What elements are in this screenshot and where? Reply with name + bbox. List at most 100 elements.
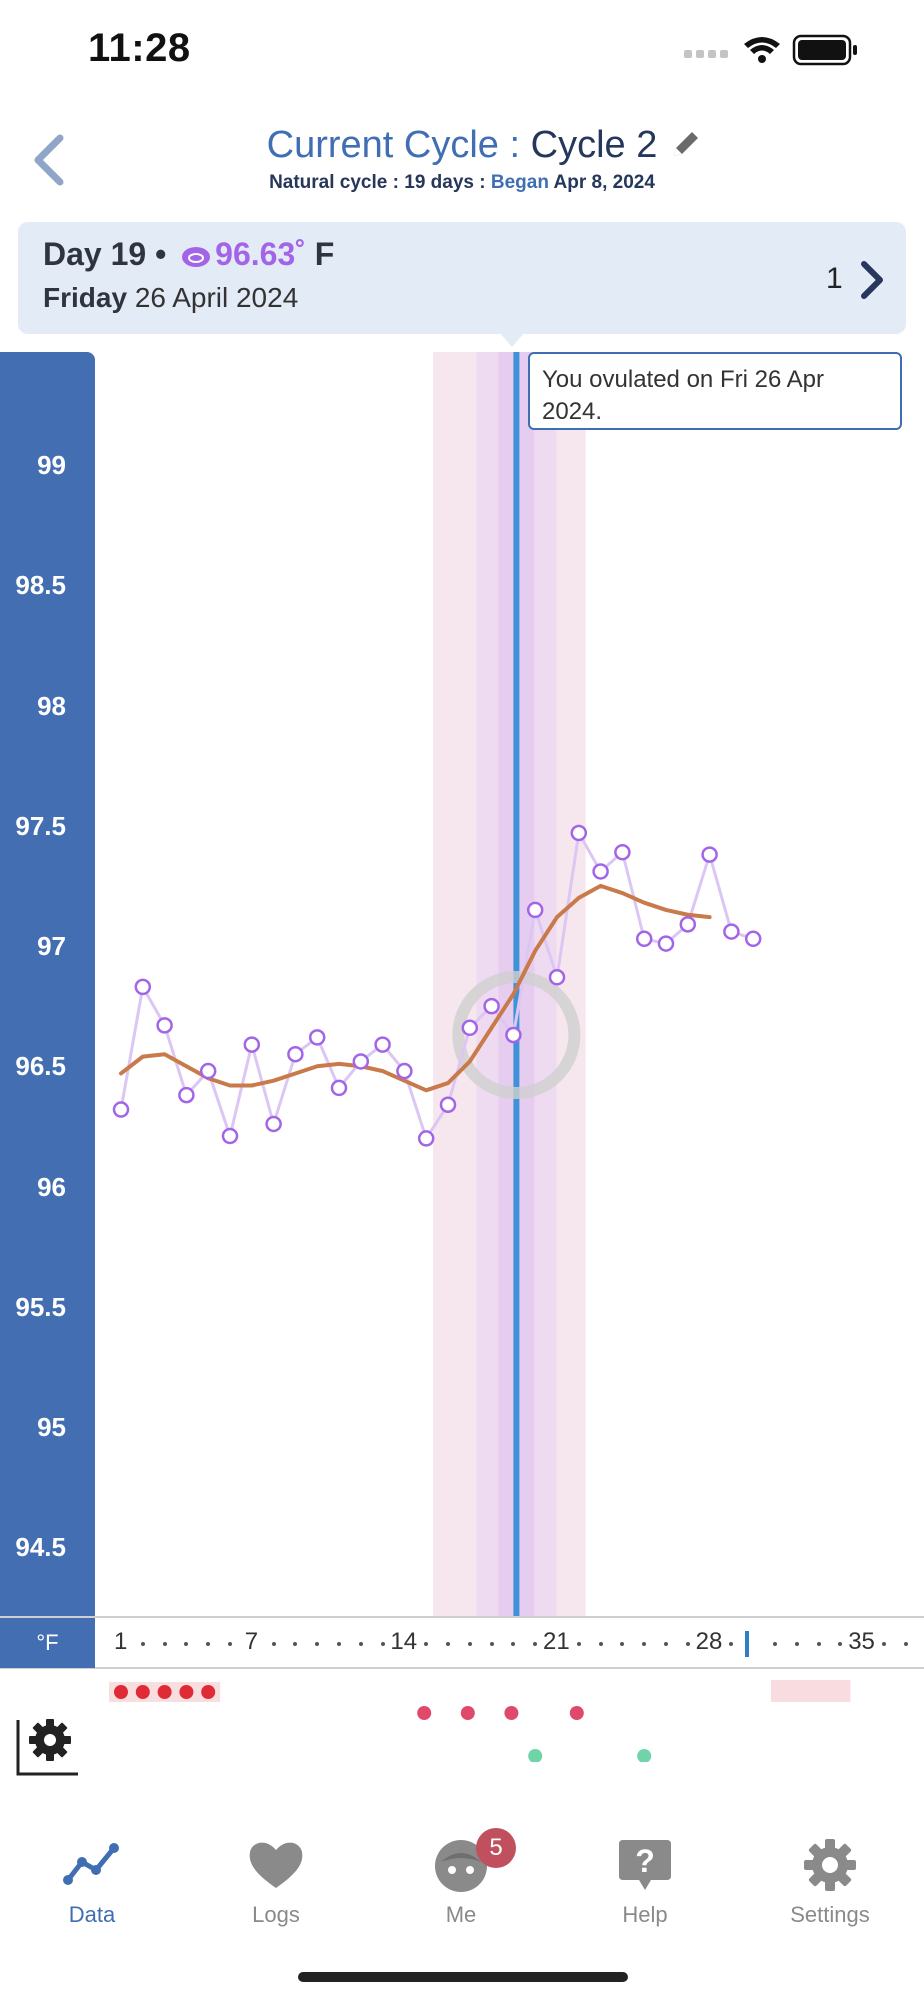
x-tick-dot (576, 1642, 581, 1646)
temperature-point (570, 824, 588, 842)
day-summary-card[interactable] (18, 222, 906, 334)
tab-data[interactable]: Data (22, 1836, 162, 1936)
x-tick-dot (293, 1642, 298, 1646)
temperature-point (548, 969, 566, 986)
subtitle-separator: : (479, 172, 486, 193)
temperature-point (461, 1019, 479, 1037)
x-axis-line (0, 1667, 924, 1669)
x-tick-dot (620, 1642, 625, 1646)
help-bubble-icon: ? (619, 1840, 671, 1890)
x-tick-dot (424, 1642, 429, 1646)
gear-icon (804, 1839, 856, 1891)
x-tick-dot (598, 1642, 603, 1646)
tab-label: Data (68, 1902, 116, 1927)
card-pointer (500, 333, 524, 347)
temperature-point (221, 1127, 239, 1145)
tab-logs[interactable]: Logs (206, 1836, 346, 1936)
back-button[interactable] (24, 130, 74, 190)
tab-label: Settings (790, 1902, 870, 1927)
y-tick-label: 96 (37, 1171, 66, 1202)
x-tick-dot (489, 1642, 494, 1646)
temperature-chart[interactable] (0, 352, 924, 1616)
temperature-point (243, 1036, 261, 1053)
temperature-point (417, 1130, 435, 1147)
x-tick-label: 21 (543, 1628, 570, 1655)
tab-label: Logs (252, 1902, 300, 1927)
y-axis (0, 352, 95, 1668)
temperature-point (396, 1062, 413, 1080)
y-tick-label: 98.5 (15, 570, 66, 601)
heart-icon (249, 1842, 303, 1888)
title-separator: : (498, 124, 531, 166)
log-marker-green (528, 1749, 543, 1762)
tab-settings[interactable]: Settings (760, 1836, 900, 1936)
page-number: 1 (826, 262, 843, 295)
x-tick-dot (184, 1642, 189, 1646)
x-tick-dot (729, 1642, 734, 1646)
temperature-point (199, 1062, 217, 1080)
period-dot (135, 1685, 150, 1699)
temperature-point (439, 1096, 457, 1113)
x-tick-dot (467, 1642, 472, 1646)
home-indicator (298, 1972, 628, 1982)
period-dot (179, 1685, 194, 1699)
temperature-point (352, 1053, 370, 1070)
x-tick-dot (206, 1642, 211, 1646)
temperature-point (723, 923, 740, 940)
y-tick-label: 97 (37, 931, 66, 961)
temperature-point (657, 935, 675, 952)
temperature-point (505, 1026, 522, 1044)
page-title: Current Cycle : Cycle 2 (0, 124, 924, 167)
x-tick-dot (358, 1642, 363, 1646)
x-tick-dot (773, 1642, 777, 1646)
y-tick-label: 99 (37, 450, 66, 480)
x-tick-dot (533, 1642, 538, 1646)
x-tick-dot (140, 1642, 145, 1646)
x-tick-dot (315, 1642, 320, 1646)
period-dot (201, 1685, 216, 1699)
x-tick-dot (271, 1642, 276, 1646)
notification-badge: 5 (476, 1828, 516, 1868)
selected-date: Friday 26 April 2024 (43, 282, 298, 314)
face-icon (435, 1840, 487, 1892)
cycle-length: 19 days (404, 172, 474, 193)
temperature-point (330, 1079, 348, 1097)
y-tick-label: 95 (37, 1412, 66, 1442)
tab-help[interactable]: ? Help (575, 1836, 715, 1936)
x-tick-label: 7 (244, 1628, 259, 1655)
temperature-point (156, 1017, 173, 1034)
temperature-point (112, 1101, 130, 1118)
x-tick-dot (882, 1642, 886, 1646)
temperature-point (287, 1045, 304, 1063)
wifi-icon (744, 37, 780, 63)
temperature-point (134, 978, 152, 996)
tab-label: Me (445, 1902, 477, 1927)
status-icons (684, 34, 857, 66)
temperature-value: 96.63 (215, 236, 296, 272)
temperature-point (526, 901, 544, 919)
cycle-type: Natural cycle (269, 172, 388, 193)
temperature-point (374, 1036, 391, 1053)
thermometer-icon (182, 246, 211, 267)
period-dot (157, 1685, 172, 1699)
y-tick-label: 97.5 (15, 810, 66, 841)
x-tick-dot (794, 1642, 799, 1646)
x-axis-line (0, 1616, 924, 1618)
day-summary-line: Day 19 • 96.63˚ F (43, 236, 334, 273)
next-chevron-icon[interactable] (856, 258, 888, 302)
tab-label: Help (622, 1902, 668, 1927)
log-marker-green (637, 1749, 652, 1762)
x-tick-dot (838, 1642, 843, 1646)
chart-settings-gear-icon[interactable] (16, 1714, 78, 1776)
edit-pencil-icon[interactable] (668, 128, 702, 162)
x-tick-label: 35 (848, 1628, 875, 1655)
x-tick-dot (685, 1642, 690, 1646)
log-marker-pink (460, 1706, 475, 1720)
today-marker (745, 1631, 749, 1657)
y-tick-label: 96.5 (15, 1051, 66, 1082)
y-tick-label: 94.5 (15, 1532, 66, 1563)
cycle-day: Day 19 • (43, 236, 167, 272)
ovulation-tooltip: You ovulated on Fri 26 Apr 2024. (528, 352, 902, 430)
x-tick-dot (380, 1642, 385, 1646)
tab-me[interactable]: Me (391, 1836, 531, 1936)
